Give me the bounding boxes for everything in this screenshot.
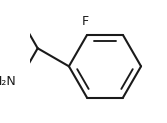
Text: H₂N: H₂N (0, 75, 16, 88)
Text: F: F (82, 15, 89, 28)
